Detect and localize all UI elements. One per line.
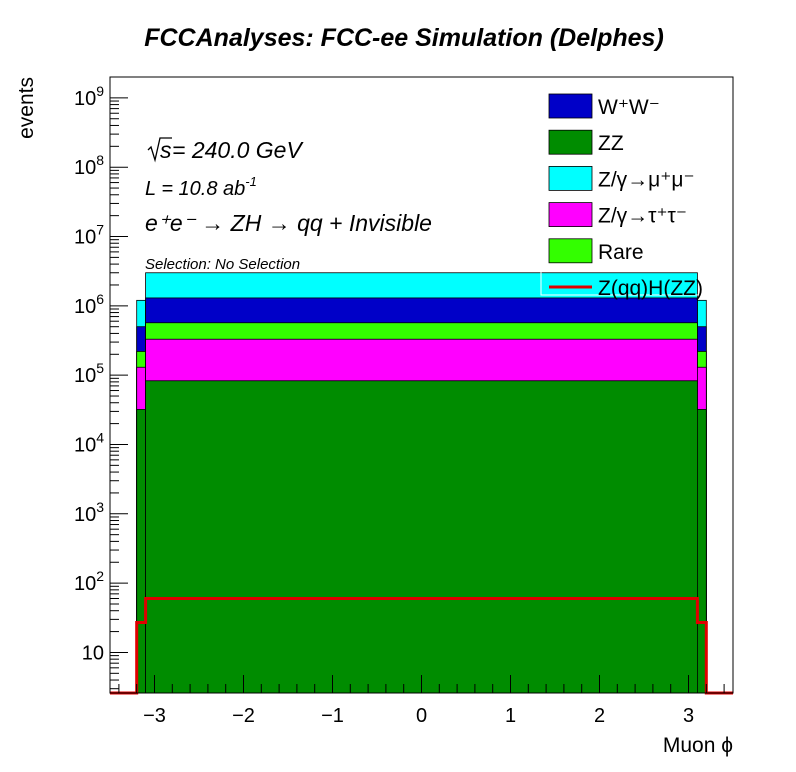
x-tick-label: 0 xyxy=(416,705,427,727)
legend-swatch xyxy=(548,129,593,155)
y-axis: 10 102 103 104 105 106 107 108 109 xyxy=(74,76,128,690)
y-tick-label: 105 xyxy=(74,360,104,387)
histogram-stack xyxy=(110,272,733,695)
y-tick-label: 106 xyxy=(74,291,104,318)
x-tick-label: 2 xyxy=(594,705,605,727)
selection-text: Selection: No Selection xyxy=(145,256,300,273)
legend-entry-ztautau: Z/γ→τ⁺τ⁻ xyxy=(548,202,687,228)
y-axis-label: events xyxy=(15,77,38,139)
x-axis: −3 −2 −1 0 1 2 3 xyxy=(118,675,725,727)
y-tick-label: 109 xyxy=(74,83,104,110)
stack-zz-bars xyxy=(136,380,707,694)
x-tick-label: −1 xyxy=(321,705,344,727)
legend-label: ZZ xyxy=(598,132,624,155)
legend-label: Z/γ→μ⁺μ⁻ xyxy=(598,168,695,191)
legend-entry-rare: Rare xyxy=(548,238,644,264)
lumi-text: L = 10.8 ab-1 xyxy=(145,174,257,200)
legend-swatch xyxy=(548,238,593,264)
x-axis-label: Muon ϕ xyxy=(663,734,733,757)
legend-entry-signal: Z(qq)H(ZZ) xyxy=(549,277,703,300)
legend-label: Z/γ→τ⁺τ⁻ xyxy=(598,205,687,228)
x-tick-label: 3 xyxy=(683,705,694,727)
legend-label: W⁺W⁻ xyxy=(598,96,660,119)
x-tick-label: 1 xyxy=(505,705,516,727)
legend-entry-zz: ZZ xyxy=(548,129,624,155)
y-tick-label: 10 xyxy=(82,642,104,664)
energy-text: = 240.0 GeV xyxy=(172,137,304,163)
chart-title: FCCAnalyses: FCC-ee Simulation (Delphes) xyxy=(144,24,664,52)
legend-entry-ww: W⁺W⁻ xyxy=(548,93,660,119)
annotation-lumi: L = 10.8 ab-1 xyxy=(145,174,257,200)
legend-label: Z(qq)H(ZZ) xyxy=(598,277,703,300)
y-tick-label: 102 xyxy=(74,568,104,595)
legend-swatch xyxy=(548,202,593,228)
sqrt-symbol xyxy=(147,137,172,163)
x-tick-label: −3 xyxy=(143,705,166,727)
legend-label: Rare xyxy=(598,241,644,264)
y-tick-label: 103 xyxy=(74,499,104,526)
y-tick-label: 108 xyxy=(74,152,104,179)
annotation-energy: s = 240.0 GeV xyxy=(147,137,304,163)
y-tick-label: 104 xyxy=(74,429,104,456)
y-tick-label: 107 xyxy=(74,222,104,249)
legend: W⁺W⁻ ZZ Z/γ→μ⁺μ⁻ Z/γ→τ⁺τ⁻ Rare Z(qq)H(ZZ) xyxy=(540,84,726,300)
legend-entry-zmumu: Z/γ→μ⁺μ⁻ xyxy=(548,165,695,191)
process-text: e⁺e⁻ → ZH → qq + Invisible xyxy=(145,210,432,236)
legend-frame xyxy=(540,84,726,296)
legend-swatch xyxy=(548,165,593,191)
sqrt-s-text: s xyxy=(160,137,172,163)
legend-swatch xyxy=(548,93,593,119)
x-tick-label: −2 xyxy=(232,705,255,727)
signal-line xyxy=(110,597,733,695)
bar-center xyxy=(145,380,698,694)
